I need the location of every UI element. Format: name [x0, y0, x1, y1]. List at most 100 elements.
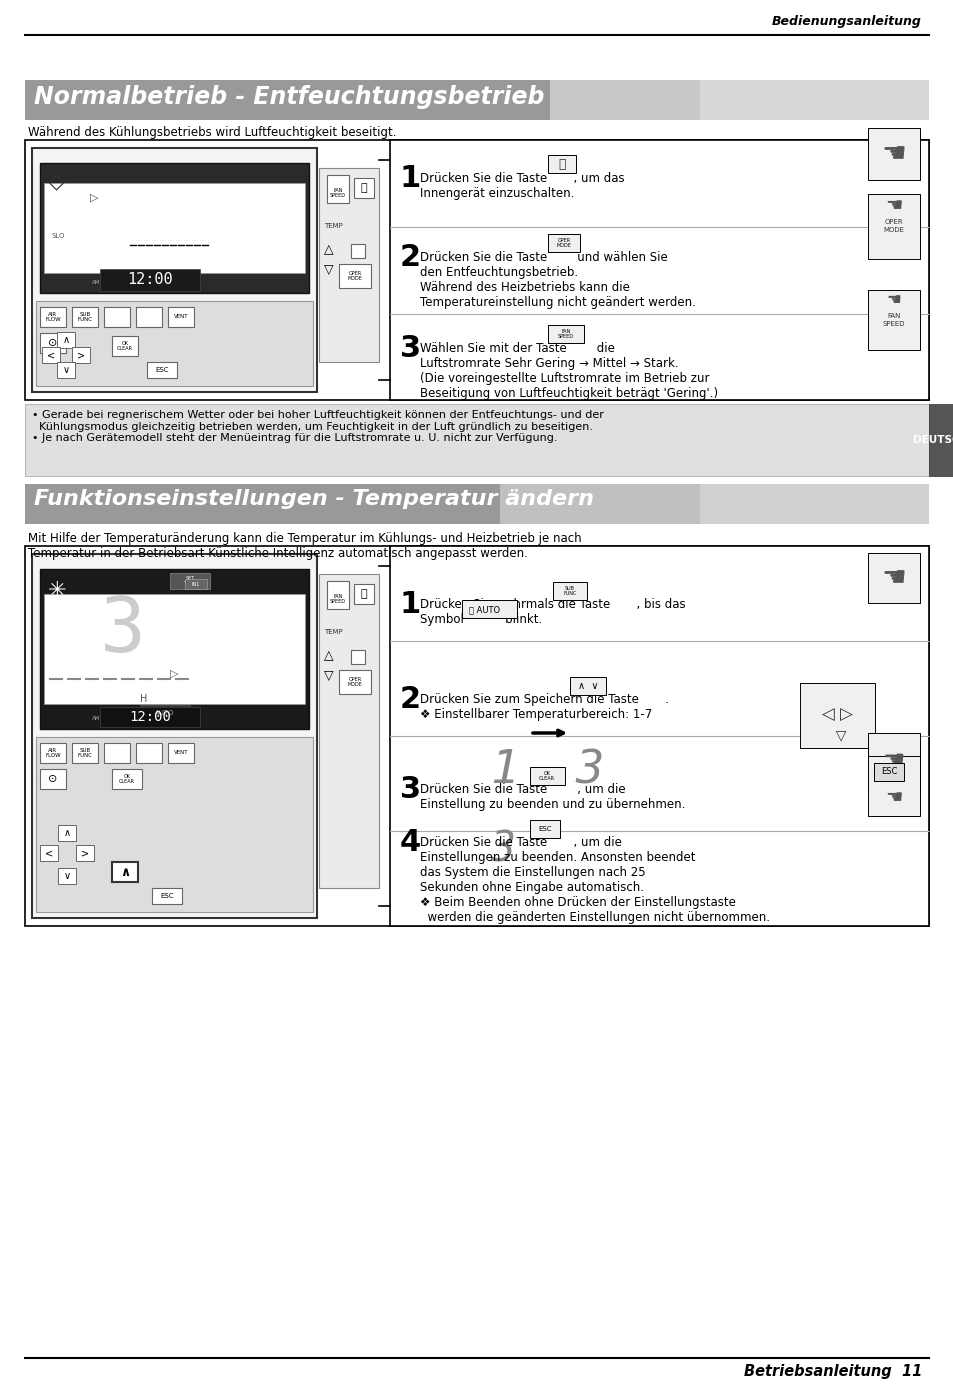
- Bar: [100, 707, 200, 727]
- Text: AIR
FLOW: AIR FLOW: [45, 748, 61, 759]
- Text: SUB
FUNC: SUB FUNC: [77, 312, 92, 322]
- Bar: [873, 763, 903, 781]
- Text: ∨: ∨: [63, 871, 71, 881]
- Bar: [499, 484, 928, 524]
- Bar: [338, 671, 371, 694]
- Text: FAN
SPEED: FAN SPEED: [330, 188, 346, 199]
- Bar: [354, 178, 374, 197]
- Text: OK
CLEAR: OK CLEAR: [117, 340, 132, 351]
- Bar: [32, 148, 316, 392]
- Text: Drücken Sie die Taste        und wählen Sie
den Entfeuchtungsbetrieb.
Während de: Drücken Sie die Taste und wählen Sie den…: [419, 251, 695, 309]
- Text: VENT: VENT: [173, 315, 188, 319]
- Bar: [327, 581, 349, 609]
- Bar: [100, 269, 200, 291]
- Text: SUB
FUNC: SUB FUNC: [77, 748, 92, 759]
- Text: Funktionseinstellungen - Temperatur ändern: Funktionseinstellungen - Temperatur ände…: [34, 489, 594, 510]
- Bar: [867, 553, 919, 603]
- Bar: [461, 601, 517, 617]
- Bar: [136, 307, 162, 328]
- Text: FAN
SPEED: FAN SPEED: [882, 314, 904, 326]
- Bar: [550, 80, 928, 120]
- Text: OPER
MODE: OPER MODE: [882, 220, 903, 232]
- Bar: [928, 405, 953, 476]
- Text: >: >: [81, 848, 89, 858]
- Text: AIR
FLOW: AIR FLOW: [45, 312, 61, 322]
- Text: 12:00: 12:00: [129, 710, 171, 724]
- Text: 1: 1: [399, 164, 421, 193]
- Text: ☚: ☚: [884, 196, 902, 216]
- Text: 3: 3: [490, 827, 515, 869]
- Text: △: △: [324, 244, 334, 256]
- Text: ESC: ESC: [880, 767, 896, 777]
- Bar: [152, 888, 182, 904]
- Text: 3: 3: [100, 594, 146, 668]
- Bar: [700, 80, 928, 120]
- Bar: [530, 820, 559, 839]
- Text: 3: 3: [399, 335, 420, 363]
- Bar: [867, 290, 919, 350]
- Text: ☚: ☚: [885, 291, 901, 309]
- Bar: [40, 846, 58, 861]
- Text: ∧: ∧: [120, 865, 130, 879]
- Bar: [25, 546, 928, 925]
- Text: H: H: [140, 694, 147, 704]
- Bar: [867, 195, 919, 259]
- Text: 🅐 AUTO: 🅐 AUTO: [469, 605, 499, 615]
- Bar: [104, 743, 130, 763]
- Text: ESC: ESC: [155, 367, 169, 372]
- Text: FAN
SPEED: FAN SPEED: [558, 329, 574, 339]
- Text: FAN
SPEED: FAN SPEED: [330, 594, 346, 605]
- Text: DEUTSCH: DEUTSCH: [912, 435, 953, 445]
- Bar: [867, 734, 919, 788]
- Text: ☚: ☚: [881, 140, 905, 168]
- Bar: [338, 265, 371, 288]
- Text: ∧: ∧: [63, 827, 71, 839]
- Bar: [36, 736, 313, 911]
- Text: 3: 3: [575, 748, 603, 792]
- Text: Während des Kühlungsbetriebs wird Luftfeuchtigkeit beseitigt.: Während des Kühlungsbetriebs wird Luftfe…: [28, 126, 396, 139]
- Bar: [40, 743, 66, 763]
- Bar: [140, 706, 190, 721]
- Text: Ⓘ: Ⓘ: [360, 183, 367, 193]
- Bar: [112, 862, 138, 882]
- Text: ☚: ☚: [884, 788, 902, 808]
- Text: Bedienungsanleitung: Bedienungsanleitung: [771, 15, 921, 28]
- Bar: [547, 234, 579, 252]
- Bar: [354, 584, 374, 603]
- Bar: [147, 363, 177, 378]
- Text: ✳: ✳: [48, 581, 67, 601]
- Text: <: <: [47, 350, 55, 360]
- Bar: [867, 756, 919, 816]
- Text: • Gerade bei regnerischem Wetter oder bei hoher Luftfeuchtigkeit können der Entf: • Gerade bei regnerischem Wetter oder be…: [32, 410, 603, 444]
- Text: OPER
MODE: OPER MODE: [347, 270, 362, 281]
- Text: ∨: ∨: [62, 365, 70, 375]
- Text: Drücken Sie die Taste       , um die
Einstellungen zu beenden. Ansonsten beendet: Drücken Sie die Taste , um die Einstellu…: [419, 836, 769, 924]
- Bar: [112, 336, 138, 356]
- Bar: [136, 743, 162, 763]
- Bar: [104, 307, 130, 328]
- Text: ◇: ◇: [48, 171, 65, 190]
- Bar: [44, 183, 305, 273]
- Text: AUTO: AUTO: [155, 710, 174, 715]
- Text: TEMP: TEMP: [324, 223, 342, 230]
- Bar: [57, 332, 75, 349]
- Text: 1: 1: [399, 589, 421, 619]
- Text: VENT: VENT: [173, 750, 188, 756]
- Bar: [351, 650, 365, 664]
- Text: TEMP: TEMP: [324, 629, 342, 636]
- Bar: [700, 484, 928, 524]
- Bar: [112, 769, 142, 790]
- Text: ∧  ∨: ∧ ∨: [578, 680, 598, 692]
- Text: △: △: [324, 650, 334, 662]
- Bar: [351, 244, 365, 258]
- Text: SUB
FUNC: SUB FUNC: [562, 585, 576, 596]
- Bar: [318, 168, 378, 363]
- Text: Ⓘ: Ⓘ: [360, 589, 367, 599]
- Text: ▽: ▽: [826, 728, 846, 742]
- Bar: [867, 127, 919, 181]
- Bar: [530, 767, 564, 785]
- Text: ⊙: ⊙: [49, 774, 57, 784]
- Text: ⊙: ⊙: [49, 337, 57, 349]
- Text: Ⓘ: Ⓘ: [558, 158, 565, 171]
- Text: 2: 2: [399, 685, 420, 714]
